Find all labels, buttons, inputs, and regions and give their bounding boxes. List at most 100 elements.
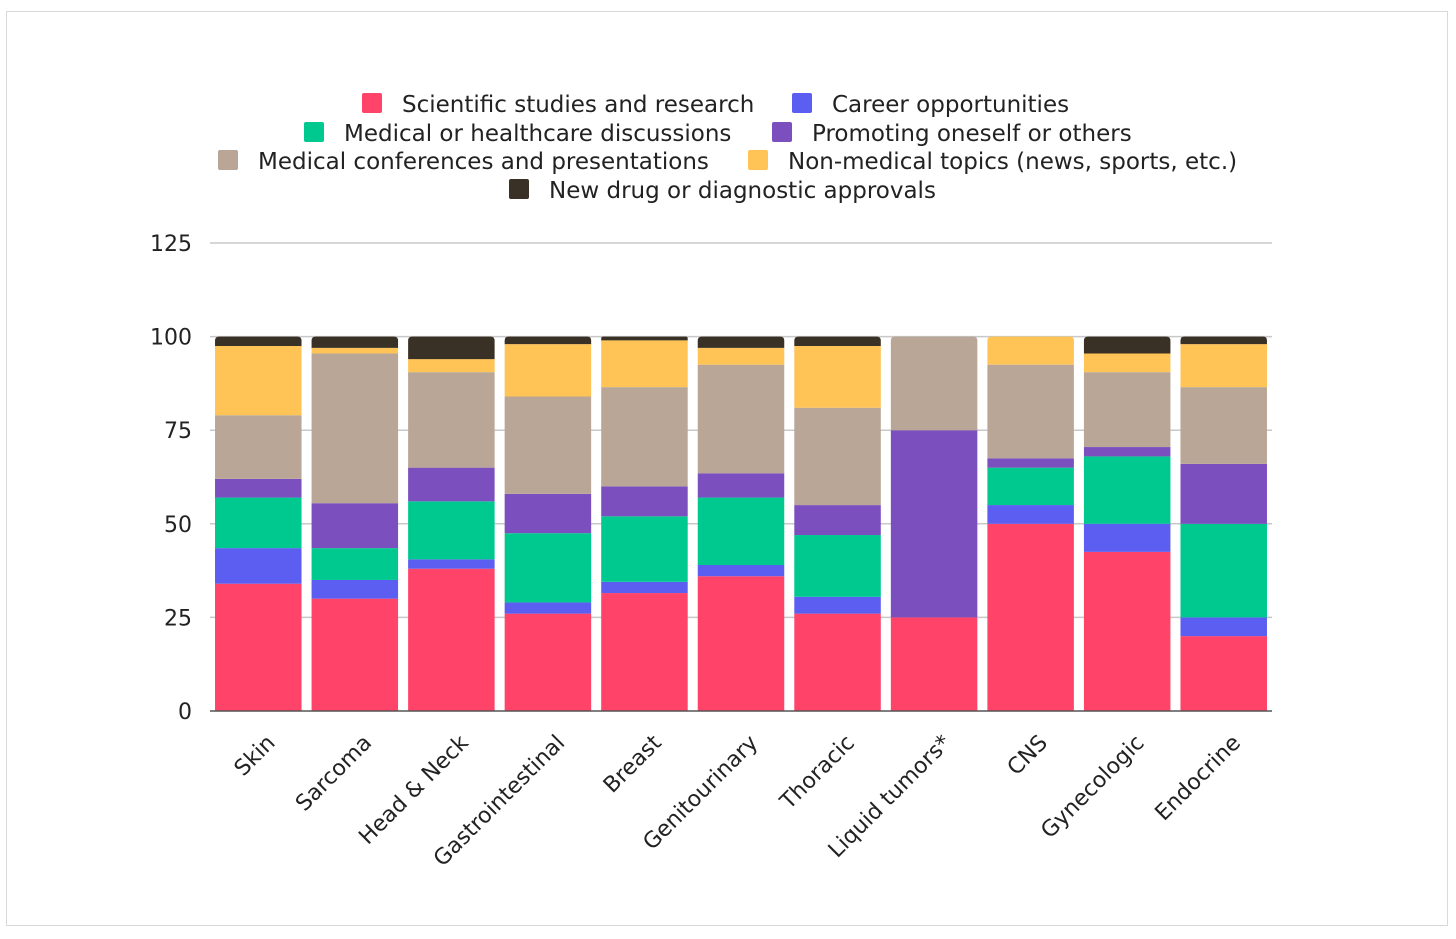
bar-segment-medical-or-healthcare-discussions [601,516,688,582]
bar-group-gynecologic [1083,336,1171,711]
bar-segment-promoting-oneself-or-others [697,473,785,498]
y-tick-label: 125 [150,232,192,257]
bar-segment-non-medical-topics-news-sports-etc [408,359,495,373]
bar-segment-non-medical-topics-news-sports-etc [794,345,881,408]
bar-segment-promoting-oneself-or-others [1180,463,1267,524]
y-tick-label: 25 [164,606,192,631]
bar-segment-non-medical-topics-news-sports-etc [1083,353,1171,373]
bar-segment-medical-conferences-and-presentations [601,387,688,487]
bar-group-endocrine [1180,336,1267,711]
bar-segment-medical-conferences-and-presentations [408,372,495,468]
bar-segment-medical-or-healthcare-discussions [311,548,399,580]
x-tick-label-endocrine: Endocrine [1151,731,1246,826]
legend-swatch [362,93,382,113]
legend-item-medical-conferences-and-presentations: Medical conferences and presentations [218,149,709,175]
bar-segment-promoting-oneself-or-others [504,493,592,534]
bar-segment-scientific-studies-and-research [1083,551,1171,711]
y-tick-label: 75 [164,419,192,444]
bar-segment-medical-or-healthcare-discussions [1180,523,1267,618]
bar-segment-medical-conferences-and-presentations [697,364,785,474]
bar-segment-medical-or-healthcare-discussions [794,535,881,597]
bar-group-breast [601,336,688,711]
bar-group-gastrointestinal [504,336,592,711]
bar-segment-scientific-studies-and-research [794,613,881,711]
bar-segment-scientific-studies-and-research [697,576,785,711]
bar-segment-new-drug-or-diagnostic-approvals [601,336,688,341]
bar-segment-scientific-studies-and-research [408,568,495,711]
bar-segment-non-medical-topics-news-sports-etc [697,347,785,365]
bar-segment-new-drug-or-diagnostic-approvals [1180,336,1267,345]
bar-segment-medical-conferences-and-presentations [1180,387,1267,464]
bar-segment-career-opportunities [504,602,592,614]
x-tick-label-skin: Skin [230,731,281,782]
bar-segment-scientific-studies-and-research [1180,636,1267,711]
bar-segment-medical-conferences-and-presentations [1083,372,1171,448]
bar-segment-medical-conferences-and-presentations [215,415,302,479]
y-axis-ticks: 0 25 50 75 100 125 [150,232,192,725]
bar-segment-new-drug-or-diagnostic-approvals [697,336,785,348]
bar-segment-career-opportunities [987,505,1074,524]
bar-segment-new-drug-or-diagnostic-approvals [1083,336,1171,354]
bar-group-liquid-tumors [890,336,978,711]
bar-segment-career-opportunities [601,581,688,594]
legend-label: Medical or healthcare discussions [344,121,731,147]
legend: Scientific studies and research Career op… [218,92,1237,204]
bar-segment-medical-conferences-and-presentations [890,336,978,431]
bar-segment-medical-or-healthcare-discussions [697,497,785,565]
legend-item-non-medical-topics-news-sports-etc: Non-medical topics (news, sports, etc.) [748,149,1237,175]
bars [215,336,1267,711]
bar-segment-promoting-oneself-or-others [408,467,495,502]
bar-segment-promoting-oneself-or-others [1083,447,1171,457]
bar-group-genitourinary [697,336,785,711]
bar-segment-medical-conferences-and-presentations [311,353,399,504]
bar-segment-promoting-oneself-or-others [601,486,688,517]
bar-segment-scientific-studies-and-research [504,613,592,711]
bar-segment-non-medical-topics-news-sports-etc [1180,344,1267,388]
bar-segment-promoting-oneself-or-others [215,478,302,498]
legend-item-medical-or-healthcare-discussions: Medical or healthcare discussions [304,121,731,147]
bar-segment-promoting-oneself-or-others [890,430,978,618]
bar-segment-career-opportunities [1083,523,1171,552]
legend-swatch [509,179,529,199]
bar-segment-promoting-oneself-or-others [987,458,1074,468]
legend-swatch [748,150,768,170]
bar-segment-non-medical-topics-news-sports-etc [987,336,1074,365]
legend-swatch [792,93,812,113]
legend-label: Scientific studies and research [402,92,754,118]
y-tick-label: 0 [178,700,192,725]
bar-segment-medical-or-healthcare-discussions [408,501,495,560]
bar-segment-scientific-studies-and-research [215,583,302,711]
bar-segment-new-drug-or-diagnostic-approvals [311,336,399,348]
bar-segment-non-medical-topics-news-sports-etc [215,345,302,416]
bar-segment-promoting-oneself-or-others [794,505,881,536]
legend-swatch [218,150,238,170]
legend-label: Medical conferences and presentations [258,149,709,175]
bar-group-skin [215,336,302,711]
bar-segment-new-drug-or-diagnostic-approvals [504,336,592,345]
legend-item-promoting-oneself-or-others: Promoting oneself or others [772,121,1132,147]
bar-segment-medical-conferences-and-presentations [794,407,881,506]
y-tick-label: 50 [164,513,192,538]
bar-segment-scientific-studies-and-research [601,593,688,711]
x-tick-label-gynecologic: Gynecologic [1036,731,1149,844]
x-tick-label-thoracic: Thoracic [775,731,860,816]
bar-segment-scientific-studies-and-research [311,598,399,711]
bar-segment-medical-or-healthcare-discussions [504,533,592,603]
bar-group-thoracic [794,336,881,711]
bar-segment-medical-conferences-and-presentations [504,396,592,494]
bar-segment-career-opportunities [697,564,785,577]
legend-swatch [772,122,792,142]
x-tick-label-cns: CNS [1003,731,1053,781]
bar-segment-non-medical-topics-news-sports-etc [311,347,399,354]
bar-segment-career-opportunities [794,596,881,614]
x-tick-label-breast: Breast [599,730,667,798]
legend-label: New drug or diagnostic approvals [549,178,936,204]
bar-segment-new-drug-or-diagnostic-approvals [794,336,881,346]
bar-group-cns [987,336,1074,711]
y-tick-label: 100 [150,326,192,351]
bar-segment-medical-conferences-and-presentations [987,364,1074,459]
bar-segment-medical-or-healthcare-discussions [1083,456,1171,524]
bar-group-head-neck [408,336,495,711]
